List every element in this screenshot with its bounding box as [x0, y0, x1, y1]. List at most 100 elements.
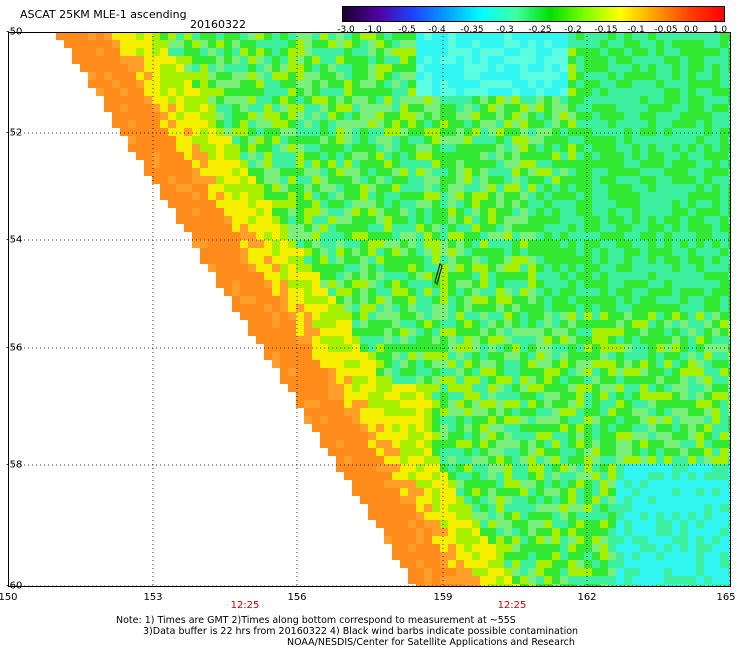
wind-cell [592, 40, 600, 48]
wind-cell [264, 104, 272, 112]
wind-cell [496, 376, 504, 384]
wind-cell [528, 192, 536, 200]
wind-cell [472, 400, 480, 408]
wind-cell [712, 200, 720, 208]
wind-cell [576, 448, 584, 456]
wind-cell [696, 216, 704, 224]
wind-cell [280, 360, 288, 368]
wind-cell [720, 48, 728, 56]
wind-cell [568, 80, 576, 88]
wind-cell [552, 568, 560, 576]
wind-cell [496, 408, 504, 416]
wind-cell [376, 392, 384, 400]
wind-cell [504, 488, 512, 496]
wind-cell [656, 80, 664, 88]
wind-cell [648, 536, 656, 544]
wind-cell [272, 160, 280, 168]
wind-cell [264, 136, 272, 144]
wind-cell [440, 160, 448, 168]
wind-cell [152, 160, 160, 168]
wind-cell [568, 112, 576, 120]
wind-cell [688, 320, 696, 328]
wind-cell [384, 200, 392, 208]
wind-cell [608, 512, 616, 520]
wind-cell [200, 224, 208, 232]
wind-cell [416, 256, 424, 264]
wind-cell [464, 584, 472, 587]
wind-cell [384, 480, 392, 488]
wind-cell [544, 384, 552, 392]
wind-cell [384, 352, 392, 360]
wind-cell [608, 168, 616, 176]
wind-cell [584, 192, 592, 200]
wind-cell [432, 544, 440, 552]
wind-cell [704, 40, 712, 48]
wind-cell [512, 104, 520, 112]
wind-cell [368, 80, 376, 88]
wind-cell [504, 200, 512, 208]
wind-cell [552, 224, 560, 232]
wind-cell [288, 376, 296, 384]
wind-cell [360, 192, 368, 200]
wind-cell [320, 272, 328, 280]
wind-cell [376, 200, 384, 208]
wind-cell [568, 520, 576, 528]
wind-cell [664, 584, 672, 587]
wind-cell [168, 56, 176, 64]
wind-cell [656, 248, 664, 256]
wind-cell [656, 216, 664, 224]
wind-cell [408, 144, 416, 152]
wind-cell [472, 264, 480, 272]
wind-cell [288, 96, 296, 104]
wind-cell [584, 528, 592, 536]
wind-cell [608, 152, 616, 160]
wind-cell [288, 328, 296, 336]
wind-cell [88, 80, 96, 88]
wind-cell [328, 304, 336, 312]
colorbar-label: -0.25 [528, 25, 552, 35]
wind-cell [216, 120, 224, 128]
wind-cell [328, 328, 336, 336]
wind-cell [552, 56, 560, 64]
wind-cell [320, 72, 328, 80]
wind-cell [552, 552, 560, 560]
wind-cell [504, 288, 512, 296]
wind-cell [408, 128, 416, 136]
wind-cell [480, 536, 488, 544]
wind-cell [256, 304, 264, 312]
wind-cell [488, 168, 496, 176]
wind-cell [440, 440, 448, 448]
wind-cell [600, 560, 608, 568]
wind-cell [432, 112, 440, 120]
wind-cell [528, 448, 536, 456]
wind-cell [248, 176, 256, 184]
wind-cell [656, 152, 664, 160]
wind-cell [368, 88, 376, 96]
wind-cell [504, 416, 512, 424]
wind-cell [376, 168, 384, 176]
wind-cell [248, 128, 256, 136]
wind-cell [432, 264, 440, 272]
wind-cell [272, 224, 280, 232]
wind-cell [208, 48, 216, 56]
wind-cell [248, 208, 256, 216]
wind-cell [680, 128, 688, 136]
wind-cell [376, 288, 384, 296]
wind-cell [256, 32, 264, 40]
wind-cell [680, 560, 688, 568]
wind-cell [464, 144, 472, 152]
wind-cell [472, 512, 480, 520]
wind-cell [704, 160, 712, 168]
wind-cell [712, 280, 720, 288]
wind-cell [688, 160, 696, 168]
wind-cell [672, 536, 680, 544]
wind-cell [696, 576, 704, 584]
wind-cell [528, 432, 536, 440]
wind-cell [568, 472, 576, 480]
wind-cell [688, 120, 696, 128]
wind-cell [368, 152, 376, 160]
wind-cell [504, 424, 512, 432]
wind-cell [112, 56, 120, 64]
wind-cell [552, 504, 560, 512]
wind-cell [664, 80, 672, 88]
